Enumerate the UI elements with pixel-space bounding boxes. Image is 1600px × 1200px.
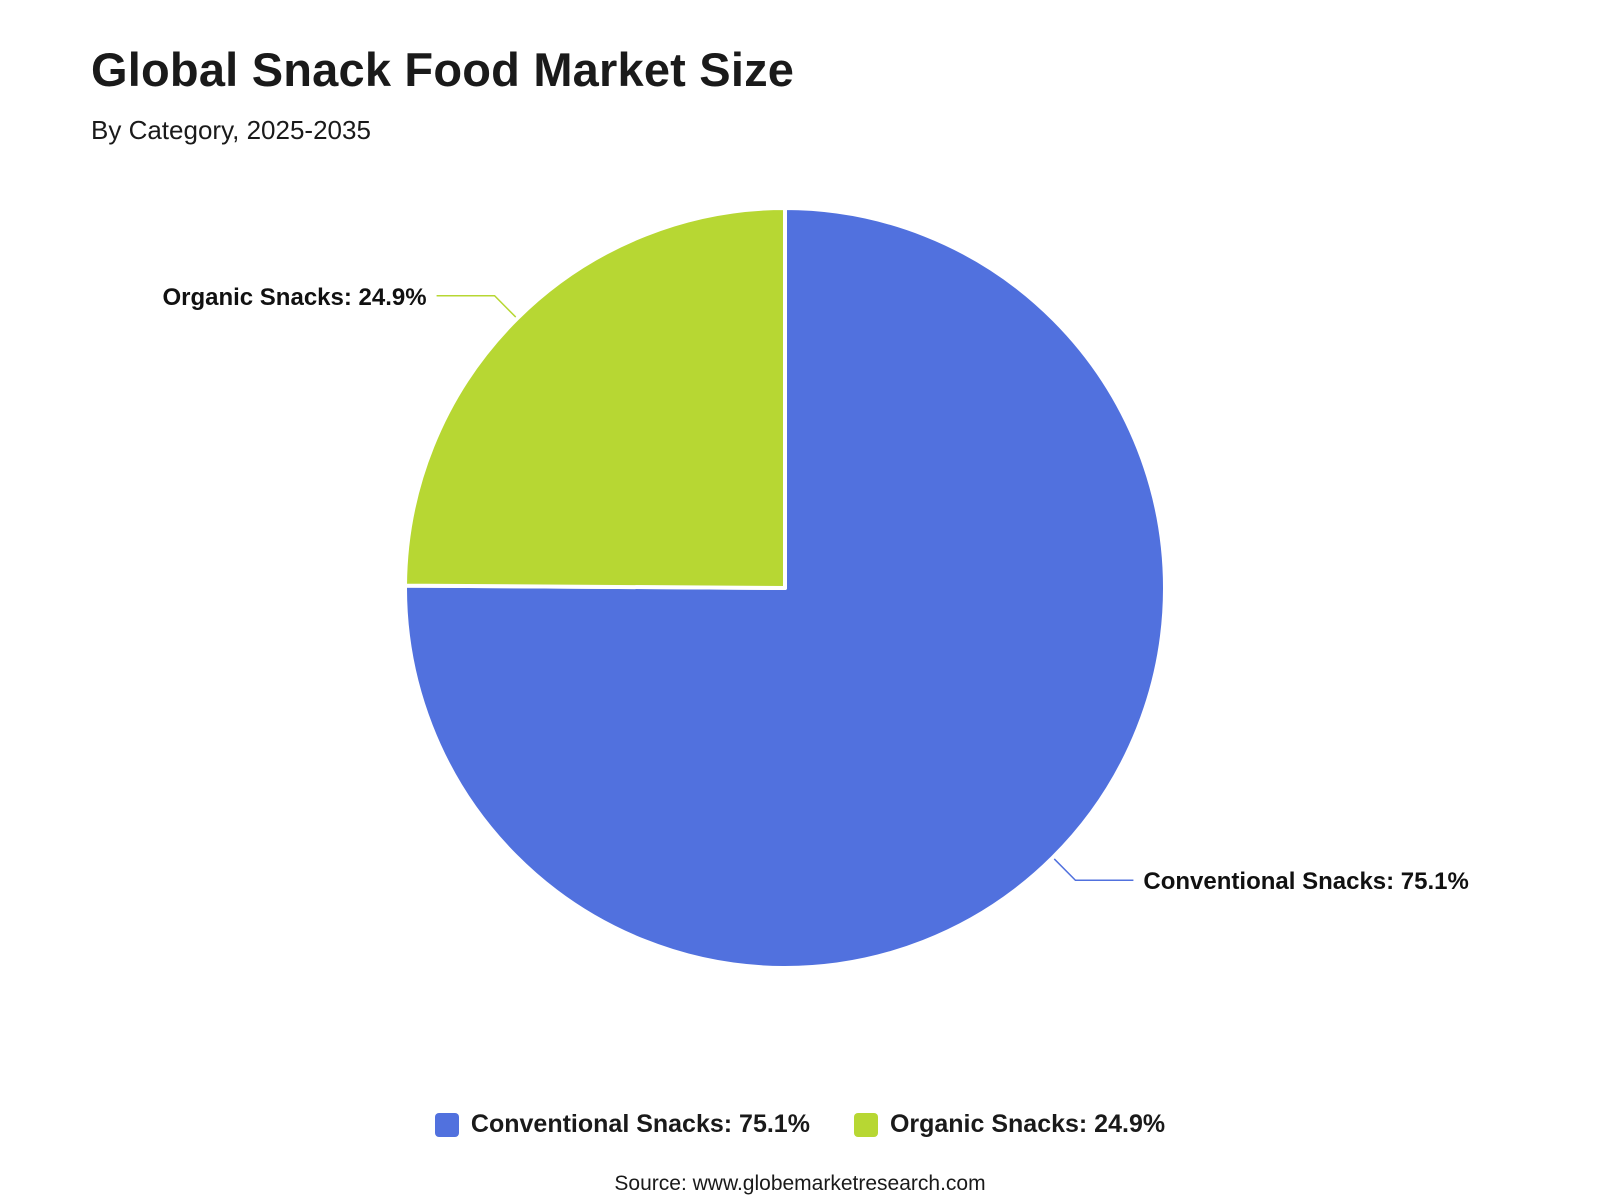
pie-slices xyxy=(403,206,1167,970)
pie-slice-organic-snacks[interactable] xyxy=(403,206,787,590)
legend: Conventional Snacks: 75.1% Organic Snack… xyxy=(0,1110,1600,1139)
pie-chart: Conventional Snacks: 75.1% Organic Snacks… xyxy=(162,206,1469,970)
slice-labels: Conventional Snacks: 75.1% Organic Snacks… xyxy=(162,284,1468,895)
leader-lines xyxy=(436,295,1134,881)
leader-line-organic-snacks xyxy=(436,295,517,318)
legend-label-conventional-snacks: Conventional Snacks: 75.1% xyxy=(470,1110,810,1138)
slice-label-conventional-snacks: Conventional Snacks: 75.1% xyxy=(1143,868,1468,895)
legend-swatch-organic-snacks xyxy=(853,1112,878,1137)
legend-item-organic-snacks[interactable]: Organic Snacks: 24.9% xyxy=(853,1110,1166,1139)
leader-line-conventional-snacks xyxy=(1053,858,1134,881)
slice-label-organic-snacks: Organic Snacks: 24.9% xyxy=(162,284,426,311)
source-note: Source: www.globemarketresearch.com xyxy=(614,1172,986,1195)
legend-label-organic-snacks: Organic Snacks: 24.9% xyxy=(889,1110,1166,1138)
chart-title: Global Snack Food Market Size xyxy=(91,43,795,96)
chart-subtitle: By Category, 2025-2035 xyxy=(91,115,371,145)
legend-item-conventional-snacks[interactable]: Conventional Snacks: 75.1% xyxy=(434,1110,810,1139)
legend-swatch-conventional-snacks xyxy=(434,1112,459,1137)
